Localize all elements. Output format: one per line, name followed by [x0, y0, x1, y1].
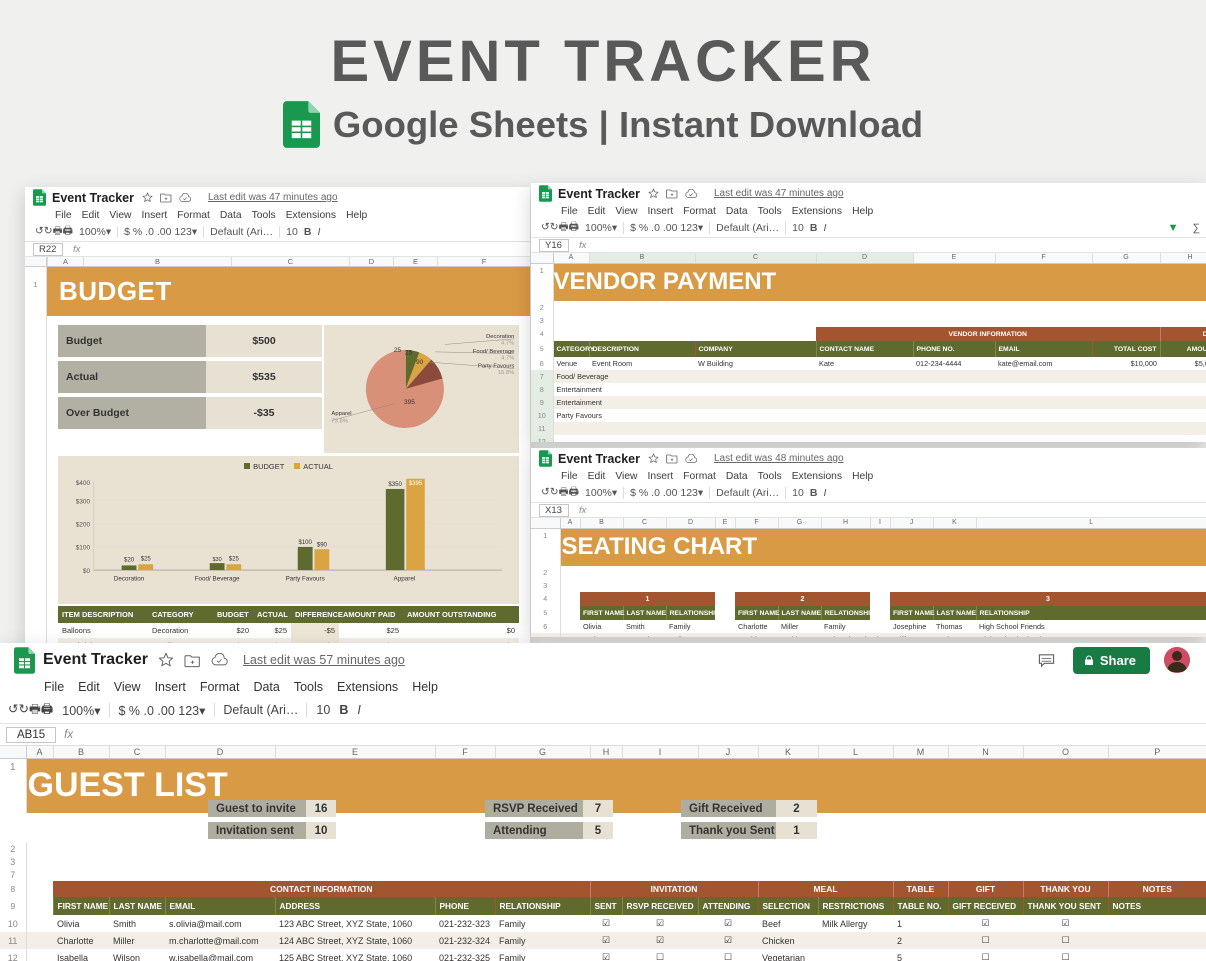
svg-text:$25: $25	[141, 556, 152, 562]
svg-text:16.8%: 16.8%	[498, 370, 515, 376]
svg-text:90: 90	[416, 359, 424, 366]
svg-text:$90: $90	[317, 542, 328, 548]
svg-text:$30: $30	[212, 557, 221, 563]
svg-text:Food/ Beverage: Food/ Beverage	[473, 349, 515, 355]
svg-text:4.7%: 4.7%	[501, 340, 514, 346]
svg-text:$100: $100	[298, 540, 312, 546]
svg-text:$200: $200	[76, 522, 91, 529]
svg-text:$0: $0	[83, 568, 91, 575]
svg-text:Food/ Beverage: Food/ Beverage	[195, 575, 240, 582]
svg-text:$100: $100	[76, 545, 91, 552]
svg-text:$395: $395	[409, 481, 423, 487]
svg-text:4.7%: 4.7%	[501, 355, 514, 361]
svg-text:$350: $350	[388, 482, 402, 488]
svg-text:$20: $20	[124, 558, 135, 564]
svg-text:Party Favours: Party Favours	[286, 575, 325, 582]
svg-text:395: 395	[404, 399, 415, 406]
svg-text:$400: $400	[76, 480, 91, 487]
svg-text:25: 25	[405, 350, 413, 357]
svg-text:$25: $25	[229, 556, 240, 562]
svg-text:Decoration: Decoration	[486, 334, 514, 340]
svg-text:Apparel: Apparel	[394, 575, 416, 582]
svg-text:Apparel: Apparel	[331, 411, 351, 417]
svg-text:$300: $300	[76, 498, 91, 505]
svg-text:Party Favours: Party Favours	[478, 364, 514, 370]
svg-text:Decoration: Decoration	[114, 575, 145, 582]
svg-text:25: 25	[394, 347, 402, 354]
svg-text:73.8%: 73.8%	[331, 418, 348, 424]
